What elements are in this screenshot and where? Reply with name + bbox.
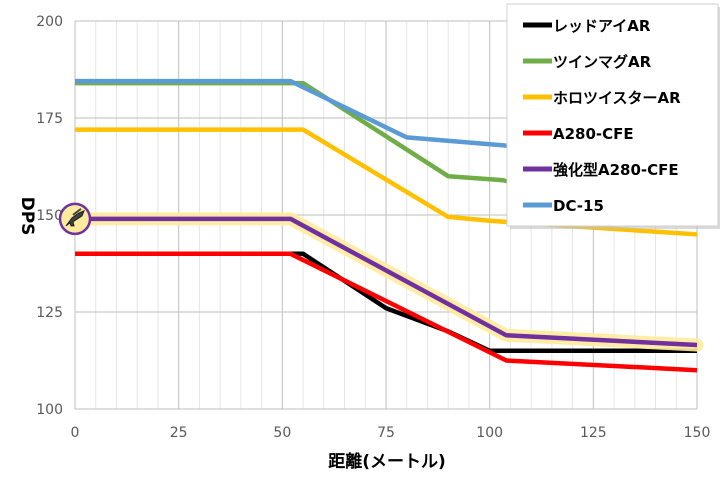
- marker-layer: [58, 202, 92, 236]
- series-line-4: [75, 216, 698, 348]
- x-tick-label: 50: [273, 425, 291, 441]
- y-tick-label: 200: [36, 14, 63, 30]
- y-tick-label: 150: [36, 208, 63, 224]
- x-tick-label: 0: [71, 425, 80, 441]
- legend-label: ホロツイスターAR: [553, 89, 681, 107]
- y-tick-label: 175: [36, 111, 63, 127]
- x-tick-label: 150: [684, 425, 711, 441]
- blaster-barrel: [72, 208, 82, 216]
- legend-label: ツインマグAR: [553, 53, 652, 71]
- blaster-icon: [58, 202, 92, 236]
- x-tick-label: 125: [580, 425, 607, 441]
- legend-label: A280-CFE: [553, 125, 634, 143]
- legend: レッドアイAR ツインマグAR ホロツイスターAR A280-CFE 強化型A280-C…: [506, 3, 720, 229]
- series-line-3: [75, 251, 698, 373]
- x-axis-ticks: 0 25 50 75 100 125 150: [71, 425, 711, 441]
- y-tick-label: 125: [36, 305, 63, 321]
- x-tick-label: 25: [170, 425, 188, 441]
- legend-label: レッドアイAR: [553, 17, 651, 35]
- y-axis-title: DPS: [17, 197, 37, 236]
- blaster-shape: [65, 209, 85, 227]
- y-tick-label: 100: [36, 402, 63, 418]
- x-tick-label: 75: [377, 425, 395, 441]
- x-axis-title: 距離(メートル): [328, 451, 446, 472]
- legend-box: [506, 3, 719, 227]
- x-tick-label: 100: [476, 425, 503, 441]
- legend-label: DC-15: [553, 197, 604, 215]
- legend-label: 強化型A280-CFE: [553, 161, 679, 179]
- y-axis-ticks: 100 125 150 175 200: [36, 14, 63, 418]
